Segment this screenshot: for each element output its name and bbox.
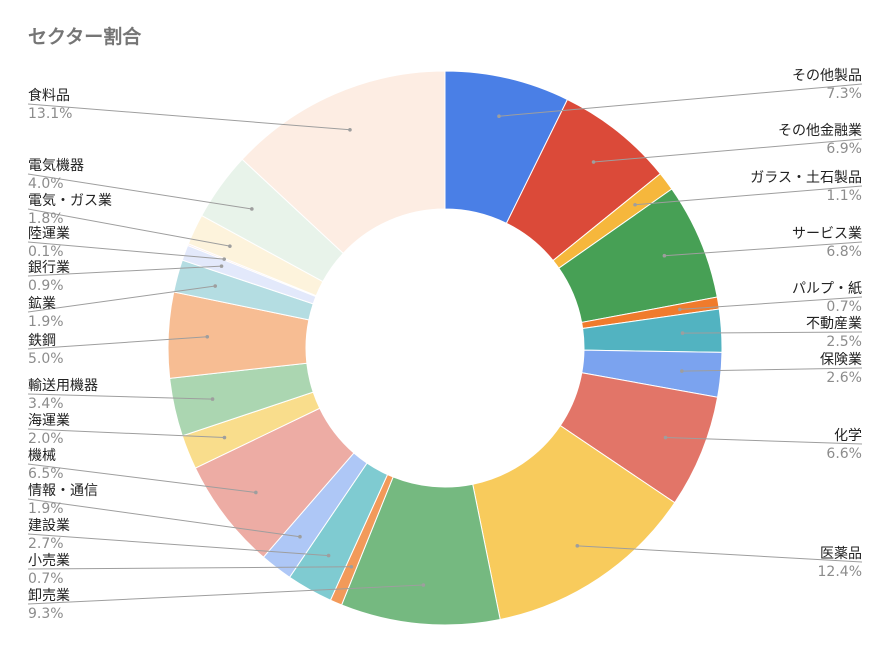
slice-1-label: その他製品: [792, 68, 862, 84]
labels-layer: その他製品 7.3% その他金融業 6.9% ガラス・土石製品 1.1% サービス業 6.8%…: [28, 68, 862, 622]
slice-10-leader-line: [27, 584, 424, 605]
slice-5-leader-line: [679, 296, 863, 310]
slice-7-leader-line: [681, 367, 863, 372]
slice-5-percent-label: 0.7%: [826, 299, 862, 315]
slice-11-leader-line: [27, 566, 352, 570]
slice-19-percent-label: 0.9%: [28, 278, 64, 294]
slice-8-label: 化学: [834, 428, 862, 444]
slice-3-leader-line: [635, 185, 863, 206]
slice-23-percent-label: 13.1%: [28, 106, 72, 122]
slice-9-leader-dot: [575, 544, 580, 548]
slice-10-label: 卸売業: [28, 588, 70, 604]
slice-7-percent-label: 2.6%: [826, 370, 862, 386]
slice-17-label: 鉄鋼: [28, 333, 56, 349]
slice-4-leader-line: [664, 241, 863, 257]
slice-23-arc[interactable]: [241, 70, 446, 255]
slice-9-label: 医薬品: [820, 546, 862, 562]
slice-14-leader-line: [27, 463, 256, 493]
slice-17-leader-line: [27, 336, 208, 350]
slice-18-percent-label: 1.9%: [28, 314, 64, 330]
slice-21-percent-label: 1.8%: [28, 211, 64, 227]
slice-18-leader-dot: [213, 284, 218, 288]
slice-7-leader-dot: [680, 369, 684, 373]
slice-5-leader-dot: [678, 307, 682, 312]
chart-title: セクター割合: [28, 26, 142, 48]
slice-21-leader-line: [27, 208, 230, 247]
slice-1-leader-dot: [497, 114, 501, 119]
slice-2-leader-line: [593, 138, 863, 163]
slice-16-leader-dot: [210, 397, 215, 401]
slice-19-leader-line: [27, 265, 222, 277]
slice-16-percent-label: 3.4%: [28, 396, 64, 412]
slice-11-label: 小売業: [28, 553, 70, 569]
slice-21-leader-dot: [228, 244, 232, 248]
slice-12-leader-dot: [326, 553, 331, 558]
slice-1-percent-label: 7.3%: [826, 86, 862, 102]
slice-20-leader-line: [27, 241, 225, 260]
slice-22-label: 電気機器: [28, 158, 84, 174]
slice-20-label: 陸運業: [28, 226, 70, 242]
slice-13-label: 情報・通信: [28, 483, 98, 499]
slice-17-leader-dot: [205, 335, 210, 339]
slice-22-percent-label: 4.0%: [28, 176, 64, 192]
slice-14-label: 機械: [28, 448, 56, 464]
slice-5-label: パルプ・紙: [792, 281, 862, 297]
slice-4-leader-dot: [662, 253, 667, 258]
slice-17-percent-label: 5.0%: [28, 351, 64, 367]
slice-2-leader-dot: [591, 160, 596, 164]
slice-15-leader-dot: [222, 435, 227, 440]
slice-6-leader-dot: [680, 331, 685, 335]
slice-12-leader-line: [27, 533, 329, 557]
slice-20-percent-label: 0.1%: [28, 244, 64, 260]
slice-8-leader-dot: [663, 435, 668, 440]
slice-13-leader-line: [27, 498, 301, 538]
slice-23-leader-dot: [348, 127, 352, 132]
slice-13-leader-dot: [298, 534, 302, 539]
slice-9-percent-label: 12.4%: [818, 564, 862, 580]
slice-6-label: 不動産業: [806, 316, 862, 332]
slice-22-leader-dot: [250, 207, 254, 211]
slice-11-leader-dot: [349, 564, 354, 569]
slice-3-label: ガラス・土石製品: [750, 170, 862, 186]
slice-18-leader-line: [27, 285, 216, 313]
slice-14-percent-label: 6.5%: [28, 466, 64, 482]
slice-6-percent-label: 2.5%: [826, 334, 862, 350]
slice-2-label: その他金融業: [778, 123, 862, 139]
slice-7-label: 保険業: [820, 352, 862, 368]
slice-18-label: 鉱業: [28, 295, 56, 312]
slice-4-percent-label: 6.8%: [826, 244, 862, 260]
slice-3-leader-dot: [633, 202, 637, 207]
slice-13-percent-label: 1.9%: [28, 501, 64, 517]
slice-2-percent-label: 6.9%: [826, 141, 862, 157]
slice-8-leader-line: [665, 437, 863, 445]
slices-layer: [167, 70, 723, 626]
slice-19-label: 銀行業: [28, 260, 70, 276]
slice-16-label: 輸送用機器: [28, 378, 98, 394]
slice-9-leader-line: [577, 545, 863, 563]
slice-1-leader-line: [498, 83, 863, 117]
slice-15-label: 海運業: [28, 413, 70, 429]
slice-23-label: 食料品: [28, 87, 70, 104]
slice-16-leader-line: [27, 393, 213, 400]
slice-15-leader-line: [27, 428, 225, 439]
slice-12-label: 建設業: [28, 518, 70, 534]
slice-19-leader-dot: [219, 264, 224, 268]
slice-14-leader-dot: [254, 490, 258, 495]
slice-10-percent-label: 9.3%: [28, 606, 64, 622]
slice-12-percent-label: 2.7%: [28, 536, 64, 552]
slice-10-leader-dot: [421, 583, 426, 587]
slice-23-leader-line: [27, 103, 351, 131]
slice-8-percent-label: 6.6%: [826, 446, 862, 462]
slice-15-percent-label: 2.0%: [28, 431, 64, 447]
slice-21-label: 電気・ガス業: [28, 193, 112, 209]
slice-6-leader-line: [682, 331, 863, 334]
slice-11-percent-label: 0.7%: [28, 571, 64, 587]
slice-22-leader-line: [27, 173, 252, 210]
slice-20-leader-dot: [222, 257, 227, 261]
slice-3-percent-label: 1.1%: [826, 188, 862, 204]
leader-lines-layer: [27, 83, 863, 605]
slice-4-label: サービス業: [792, 226, 862, 242]
